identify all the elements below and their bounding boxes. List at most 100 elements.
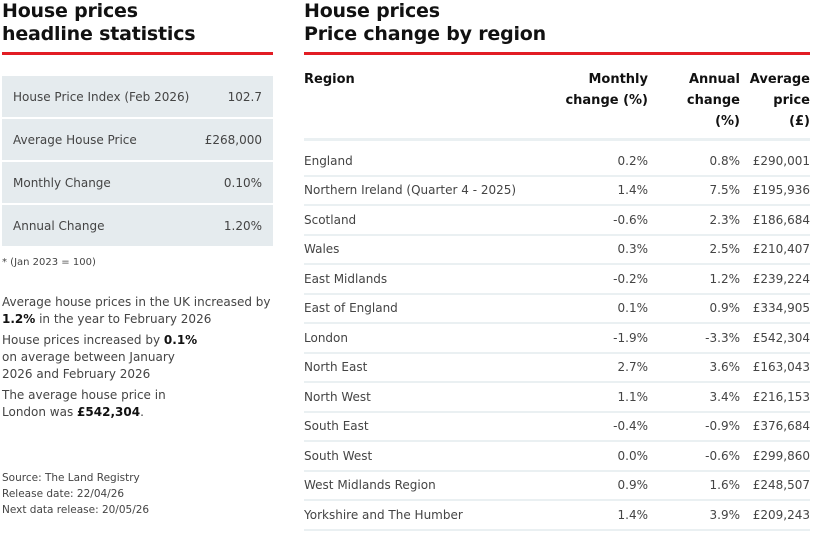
region-cell: England	[304, 139, 548, 177]
average-price-cell: £290,001	[740, 139, 810, 177]
monthly-change-cell: 0.2%	[548, 139, 648, 177]
monthly-change-cell: 1.4%	[548, 500, 648, 531]
region-table: Region Monthly change (%) Annual change …	[304, 69, 810, 531]
average-price-cell: £210,407	[740, 234, 810, 265]
monthly-change-cell: 0.0%	[548, 441, 648, 472]
region-cell: South West	[304, 441, 548, 472]
average-price-cell: £195,936	[740, 175, 810, 206]
monthly-change-cell: 1.1%	[548, 382, 648, 413]
table-row: Yorkshire and The Humber 1.4% 3.9% £209,243	[304, 500, 810, 531]
stats-list: House Price Index (Feb 2026) 102.7 Avera…	[2, 76, 273, 246]
region-cell: North West	[304, 382, 548, 413]
table-row: London -1.9% -3.3% £542,304	[304, 323, 810, 354]
header-annual: Annual change (%)	[648, 69, 740, 141]
headline-title: House prices headline statistics	[2, 0, 273, 46]
headline-statistics-panel: House prices headline statistics House P…	[2, 0, 273, 425]
monthly-change-cell: 0.3%	[548, 234, 648, 265]
region-cell: Northern Ireland (Quarter 4 - 2025)	[304, 175, 548, 206]
region-title: House prices Price change by region	[304, 0, 810, 46]
next-release-date: Next data release: 20/05/26	[2, 504, 150, 516]
source-text: Source: The Land Registry	[2, 472, 140, 484]
region-cell: North East	[304, 352, 548, 383]
monthly-change-cell: 0.9%	[548, 470, 648, 501]
index-footnote: * (Jan 2023 = 100)	[2, 257, 96, 268]
monthly-change-cell: 2.7%	[548, 352, 648, 383]
release-date: Release date: 22/04/26	[2, 488, 125, 500]
stat-value: £268,000	[204, 132, 262, 147]
average-price-cell: £248,507	[740, 470, 810, 501]
stat-label: House Price Index (Feb 2026)	[13, 89, 190, 104]
header-monthly: Monthly change (%)	[548, 69, 648, 141]
table-row: Northern Ireland (Quarter 4 - 2025) 1.4% 7…	[304, 175, 810, 206]
table-row: Wales 0.3% 2.5% £210,407	[304, 234, 810, 265]
monthly-change-cell: -1.9%	[548, 323, 648, 354]
region-cell: Yorkshire and The Humber	[304, 500, 548, 531]
annual-change-cell: 2.3%	[648, 205, 740, 236]
stat-average-price: Average House Price £268,000	[2, 119, 273, 160]
stat-monthly-change: Monthly Change 0.10%	[2, 162, 273, 203]
annual-change-cell: -3.3%	[648, 323, 740, 354]
average-price-cell: £209,243	[740, 500, 810, 531]
region-title-line2: Price change by region	[304, 23, 546, 45]
headline-title-line1: House prices	[2, 0, 138, 22]
region-cell: South East	[304, 411, 548, 442]
annual-change-cell: -0.9%	[648, 411, 740, 442]
annual-change-cell: -0.6%	[648, 441, 740, 472]
stat-value: 0.10%	[223, 175, 262, 190]
title-divider	[2, 52, 273, 55]
title-divider	[304, 52, 810, 55]
annual-change-cell: 0.8%	[648, 139, 740, 177]
table-row: East Midlands -0.2% 1.2% £239,224	[304, 264, 810, 295]
stat-label: Monthly Change	[13, 175, 111, 190]
monthly-change-cell: -0.6%	[548, 205, 648, 236]
annual-change-cell: 1.6%	[648, 470, 740, 501]
region-cell: East of England	[304, 293, 548, 324]
header-price: Average price (£)	[740, 69, 810, 141]
table-row: South East -0.4% -0.9% £376,684	[304, 411, 810, 442]
annual-change-cell: 3.6%	[648, 352, 740, 383]
region-price-panel: House prices Price change by region Regi…	[304, 0, 810, 531]
table-row: England 0.2% 0.8% £290,001	[304, 139, 810, 177]
stat-value: 102.7	[227, 89, 262, 104]
stat-label: Average House Price	[13, 132, 137, 147]
monthly-change-cell: -0.2%	[548, 264, 648, 295]
table-row: West Midlands Region 0.9% 1.6% £248,507	[304, 470, 810, 501]
stat-label: Annual Change	[13, 218, 105, 233]
annual-change-cell: 1.2%	[648, 264, 740, 295]
summary-monthly: House prices increased by 0.1% on averag…	[2, 333, 198, 381]
table-row: Scotland -0.6% 2.3% £186,684	[304, 205, 810, 236]
stat-value: 1.20%	[223, 218, 262, 233]
average-price-cell: £163,043	[740, 352, 810, 383]
table-row: North East 2.7% 3.6% £163,043	[304, 352, 810, 383]
region-cell: Wales	[304, 234, 548, 265]
average-price-cell: £216,153	[740, 382, 810, 413]
table-row: South West 0.0% -0.6% £299,860	[304, 441, 810, 472]
average-price-cell: £334,905	[740, 293, 810, 324]
annual-change-cell: 3.9%	[648, 500, 740, 531]
region-cell: Scotland	[304, 205, 548, 236]
stat-annual-change: Annual Change 1.20%	[2, 205, 273, 246]
table-row: North West 1.1% 3.4% £216,153	[304, 382, 810, 413]
summary-london: The average house price in London was £5…	[2, 388, 166, 419]
annual-change-cell: 3.4%	[648, 382, 740, 413]
stat-hpi: House Price Index (Feb 2026) 102.7	[2, 76, 273, 117]
monthly-change-cell: 1.4%	[548, 175, 648, 206]
region-cell: London	[304, 323, 548, 354]
header-region: Region	[304, 69, 548, 141]
headline-title-line2: headline statistics	[2, 23, 196, 45]
average-price-cell: £299,860	[740, 441, 810, 472]
average-price-cell: £186,684	[740, 205, 810, 236]
average-price-cell: £376,684	[740, 411, 810, 442]
monthly-change-cell: 0.1%	[548, 293, 648, 324]
source-info: Source: The Land Registry Release date: …	[2, 470, 149, 518]
table-header-row: Region Monthly change (%) Annual change …	[304, 69, 810, 141]
annual-change-cell: 2.5%	[648, 234, 740, 265]
region-cell: West Midlands Region	[304, 470, 548, 501]
table-row: East of England 0.1% 0.9% £334,905	[304, 293, 810, 324]
summary-text: Average house prices in the UK increased…	[2, 294, 273, 421]
region-title-line1: House prices	[304, 0, 440, 22]
annual-change-cell: 7.5%	[648, 175, 740, 206]
summary-annual: Average house prices in the UK increased…	[2, 295, 271, 326]
annual-change-cell: 0.9%	[648, 293, 740, 324]
region-cell: East Midlands	[304, 264, 548, 295]
